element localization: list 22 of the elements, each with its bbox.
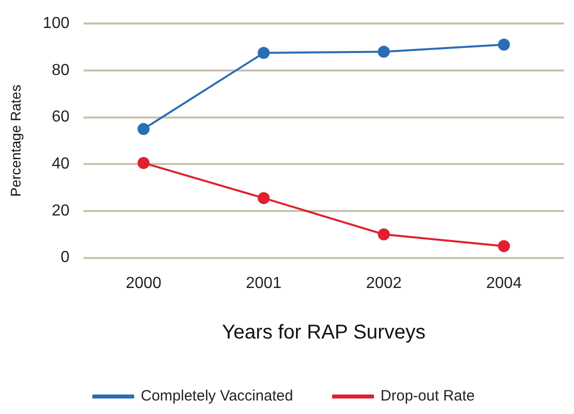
y-tick-label: 20 [52, 202, 70, 220]
x-tick-label: 2001 [246, 274, 282, 292]
x-tick-label: 2000 [126, 274, 162, 292]
x-axis-title: Years for RAP Surveys [222, 322, 426, 344]
point [498, 38, 510, 51]
point [258, 46, 270, 59]
y-tick-label: 60 [52, 108, 70, 126]
legend-label: Drop-out Rate [380, 388, 475, 405]
point [378, 228, 390, 240]
y-tick-label: 40 [52, 156, 70, 173]
point [378, 46, 390, 58]
x-tick-label: 2004 [486, 274, 522, 292]
y-tick-label: 80 [52, 62, 70, 79]
y-tick-label: 0 [60, 249, 70, 266]
y-tick-label: 100 [42, 15, 70, 32]
point [138, 156, 150, 169]
legend-label: Completely Vaccinated [140, 388, 294, 405]
point [258, 192, 270, 204]
point [498, 240, 510, 252]
x-tick-label: 2002 [366, 274, 402, 292]
y-axis-title: Percentage Rates [7, 84, 24, 197]
point [138, 122, 150, 135]
